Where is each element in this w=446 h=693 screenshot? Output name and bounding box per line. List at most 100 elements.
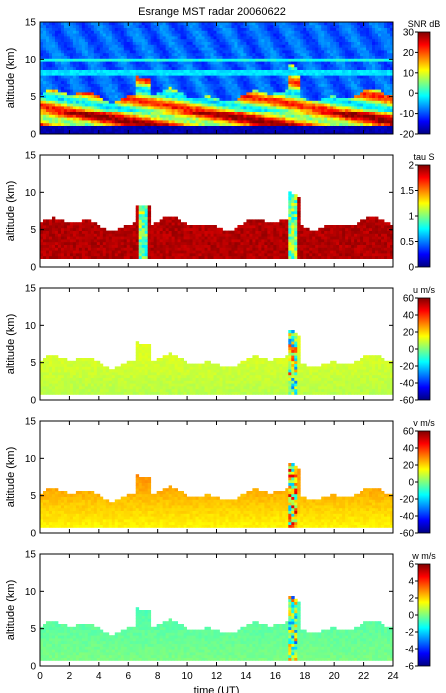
- heatmap-cell: [45, 236, 50, 240]
- heatmap-cell: [312, 128, 316, 132]
- heatmap-cell: [270, 106, 274, 110]
- heatmap-cell: [108, 41, 113, 45]
- heatmap-cell: [375, 131, 379, 135]
- heatmap-cell: [333, 114, 337, 118]
- heatmap-cell: [180, 100, 184, 104]
- heatmap-cell: [150, 55, 155, 59]
- heatmap-cell: [183, 24, 187, 28]
- heatmap-cell: [336, 72, 340, 76]
- heatmap-cell: [321, 64, 325, 68]
- heatmap-cell: [285, 97, 289, 101]
- heatmap-cell: [330, 58, 334, 62]
- heatmap-cell: [261, 114, 265, 118]
- heatmap-cell: [159, 120, 164, 124]
- heatmap-cell: [177, 80, 181, 84]
- heatmap-cell: [330, 94, 334, 98]
- heatmap-cell: [99, 72, 104, 76]
- heatmap-cell: [237, 108, 241, 112]
- heatmap-cell: [150, 125, 155, 129]
- heatmap-cell: [189, 92, 193, 96]
- heatmap-cell: [192, 103, 196, 107]
- heatmap-cell: [189, 64, 193, 68]
- heatmap-cell: [330, 27, 334, 31]
- heatmap-cell: [135, 24, 140, 28]
- heatmap-cell: [285, 52, 289, 56]
- heatmap-cell: [381, 103, 385, 107]
- heatmap-cell: [249, 114, 253, 118]
- heatmap-cell: [381, 50, 385, 54]
- heatmap-cell: [381, 120, 385, 124]
- heatmap-cell: [117, 128, 122, 132]
- heatmap-cell: [309, 52, 313, 56]
- heatmap-cell: [198, 100, 202, 104]
- heatmap-cell: [294, 24, 298, 28]
- heatmap-cell: [171, 72, 176, 76]
- heatmap-cell: [243, 75, 247, 79]
- heatmap-cell: [42, 83, 47, 87]
- heatmap-cell: [132, 75, 137, 79]
- heatmap-cell: [261, 47, 265, 51]
- heatmap-cell: [201, 72, 205, 76]
- heatmap-cell: [324, 27, 328, 31]
- heatmap-cell: [168, 131, 173, 135]
- heatmap-cell: [279, 78, 283, 82]
- heatmap-cell: [168, 106, 173, 110]
- heatmap-cell: [156, 111, 161, 115]
- heatmap-cell: [306, 64, 310, 68]
- heatmap-cell: [387, 89, 391, 93]
- heatmap-cell: [171, 44, 176, 48]
- heatmap-cell: [312, 120, 316, 124]
- heatmap-cell: [273, 30, 277, 34]
- heatmap-cell: [228, 117, 232, 121]
- heatmap-cell: [171, 30, 176, 34]
- heatmap-cell: [105, 117, 110, 121]
- heatmap-cell: [285, 131, 289, 135]
- heatmap-cell: [51, 255, 56, 259]
- heatmap-cell: [270, 47, 274, 51]
- heatmap-cell: [150, 75, 155, 79]
- heatmap-cell: [222, 100, 226, 104]
- heatmap-cell: [144, 44, 149, 48]
- heatmap-cell: [186, 75, 190, 79]
- heatmap-cell: [288, 58, 292, 62]
- heatmap-cell: [312, 50, 316, 54]
- heatmap-cell: [297, 94, 301, 98]
- heatmap-cell: [66, 103, 71, 107]
- heatmap-cell: [171, 38, 176, 42]
- heatmap-cell: [234, 120, 238, 124]
- heatmap-cell: [294, 36, 298, 40]
- heatmap-cell: [240, 41, 244, 45]
- heatmap-cell: [387, 114, 391, 118]
- heatmap-cell: [348, 50, 352, 54]
- heatmap-cell: [207, 108, 211, 112]
- heatmap-cell: [186, 36, 190, 40]
- heatmap-cell: [327, 120, 331, 124]
- heatmap-cell: [333, 92, 337, 96]
- heatmap-cell: [51, 117, 56, 121]
- heatmap-cell: [213, 94, 217, 98]
- heatmap-cell: [105, 66, 110, 70]
- heatmap-cell: [138, 106, 143, 110]
- heatmap-cell: [378, 52, 382, 56]
- heatmap-cell: [360, 111, 364, 115]
- heatmap-cell: [252, 58, 256, 62]
- heatmap-cell: [156, 66, 161, 70]
- heatmap-cell: [78, 89, 83, 93]
- heatmap-cell: [42, 117, 47, 121]
- heatmap-cell: [225, 94, 229, 98]
- heatmap-cell: [45, 61, 50, 65]
- heatmap-cell: [291, 64, 295, 68]
- heatmap-cell: [150, 66, 155, 70]
- heatmap-cell: [339, 66, 343, 70]
- heatmap-cell: [273, 97, 277, 101]
- heatmap-cell: [102, 111, 107, 115]
- heatmap-cell: [186, 22, 190, 26]
- heatmap-cell: [186, 100, 190, 104]
- heatmap-cell: [294, 114, 298, 118]
- heatmap-cell: [207, 117, 211, 121]
- heatmap-cell: [111, 111, 116, 115]
- heatmap-cell: [225, 52, 229, 56]
- heatmap-cell: [342, 22, 346, 26]
- heatmap-cell: [366, 89, 370, 93]
- heatmap-cell: [114, 108, 119, 112]
